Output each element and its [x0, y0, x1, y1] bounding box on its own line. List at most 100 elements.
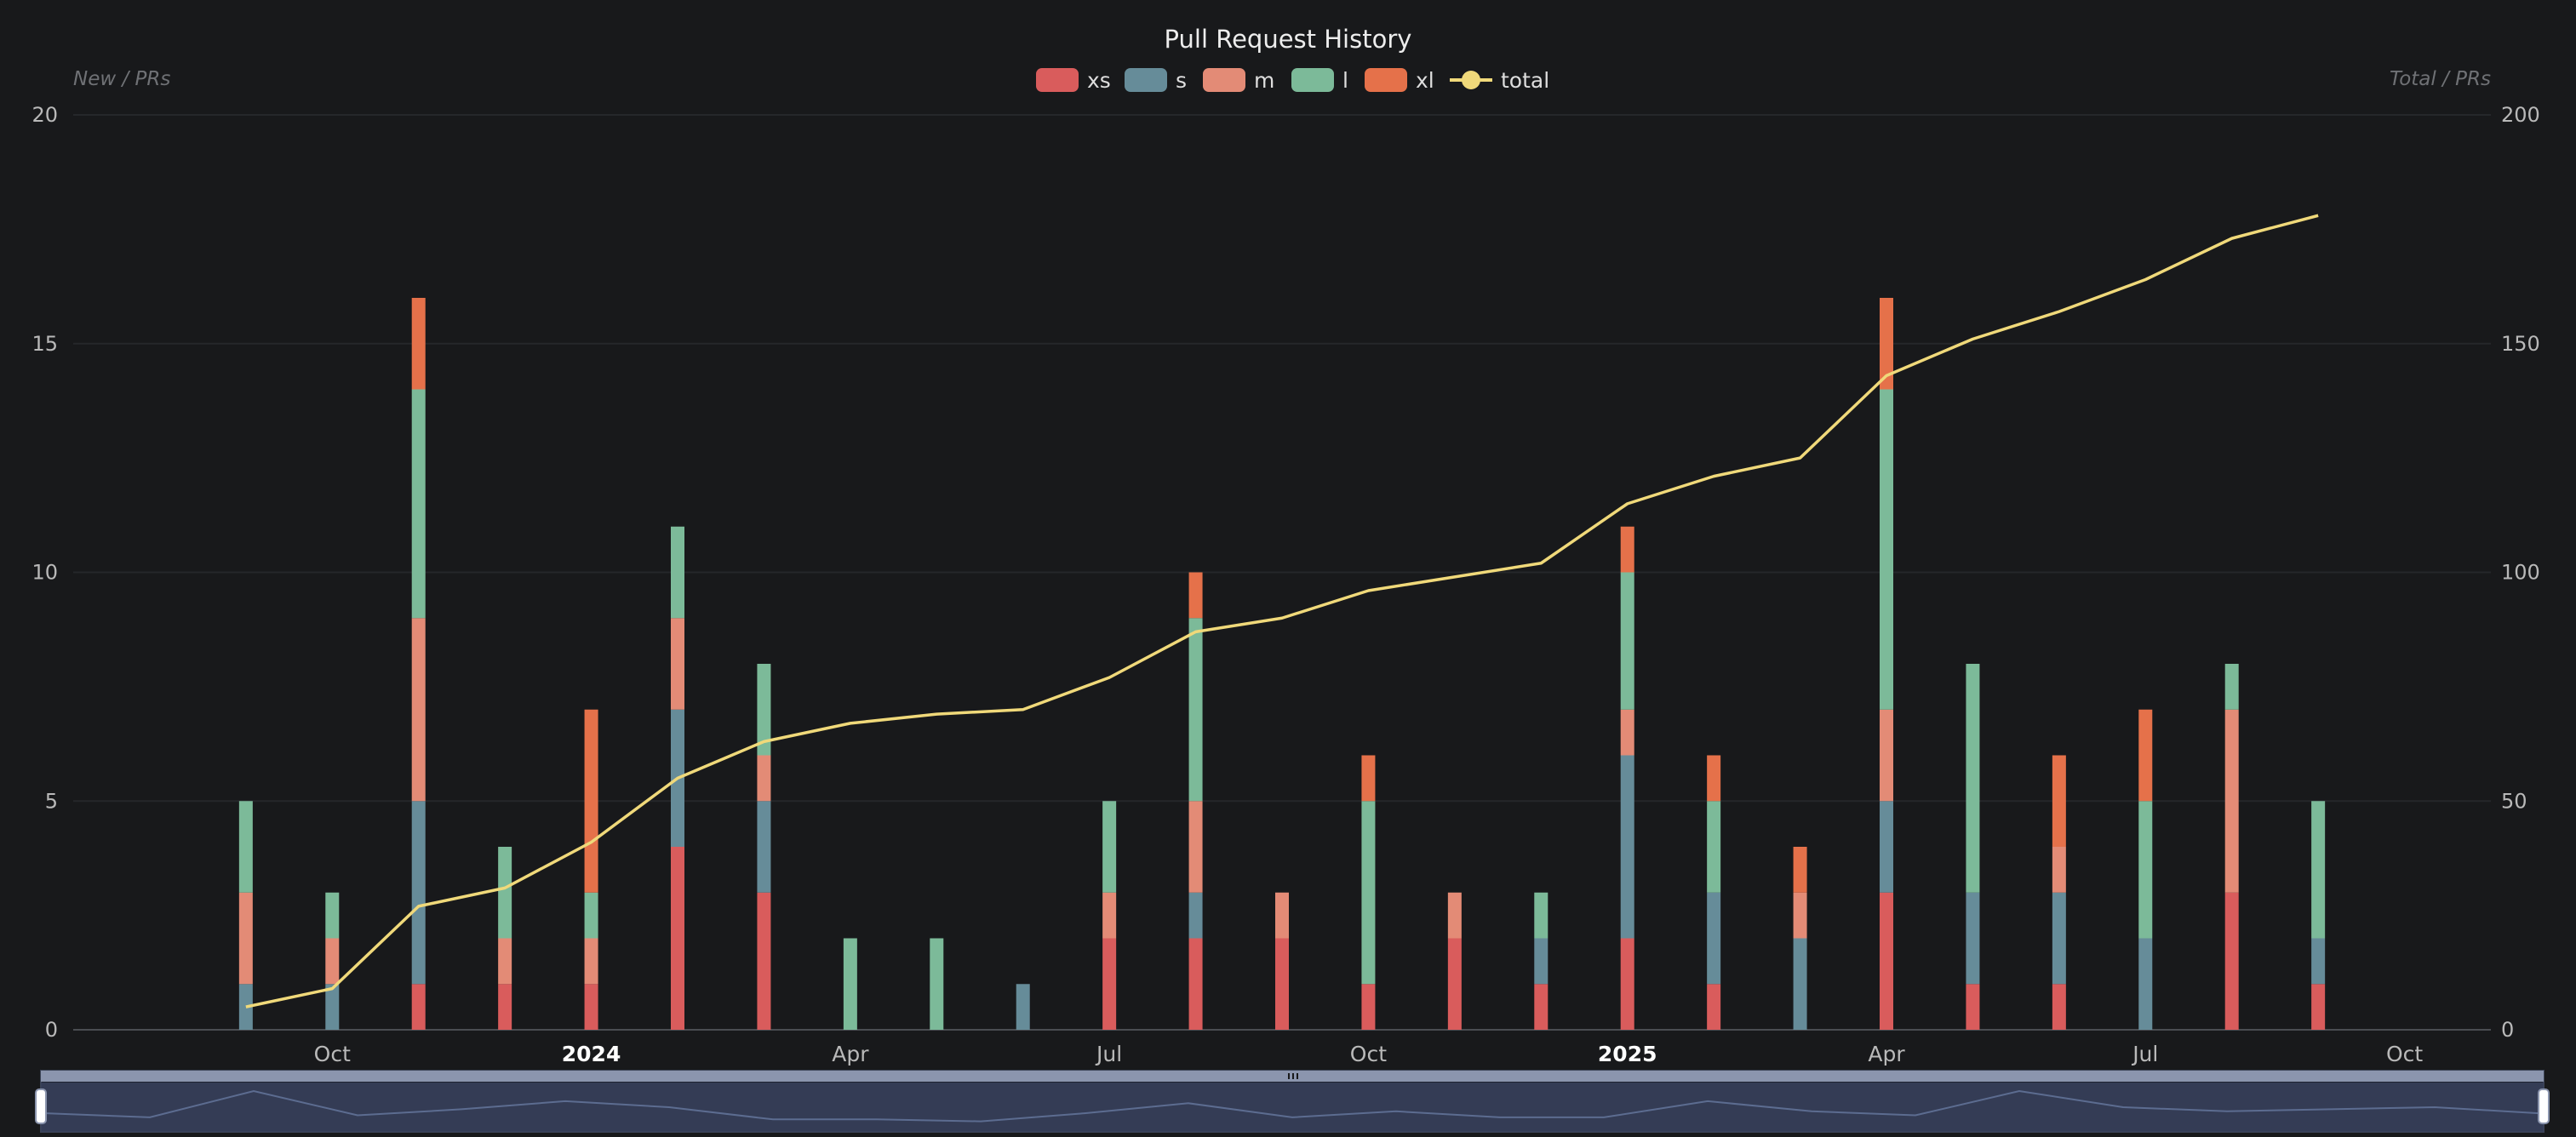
legend-item-s[interactable]: s: [1125, 68, 1187, 93]
bar-segment-s: [1880, 801, 1893, 893]
bar-segment-xl: [2138, 709, 2153, 802]
right-y-tick-label: 200: [2501, 103, 2540, 127]
bar-segment-l: [1707, 801, 1721, 893]
bar-segment-s: [411, 801, 426, 985]
bar-segment-xs: [2224, 892, 2239, 1030]
bar-segment-xl: [1707, 755, 1721, 802]
legend: xs s m l xl total: [1036, 68, 1549, 93]
right-y-tick-label: 0: [2501, 1018, 2514, 1042]
x-tick-label: Oct: [1350, 1042, 1387, 1066]
zoom-slider-selection[interactable]: [41, 1083, 2544, 1132]
zoom-slider-drag-grip-icon[interactable]: [1288, 1073, 1298, 1079]
right-y-tick-label: 100: [2501, 561, 2540, 585]
left-y-tick-label: 20: [31, 103, 58, 127]
bar-segment-l: [1534, 892, 1548, 939]
bar-segment-s: [757, 801, 771, 893]
right-y-tick-label: 150: [2501, 332, 2540, 356]
bar-segment-l: [1620, 572, 1634, 710]
bar-segment-l: [498, 847, 512, 939]
bar-segment-s: [1707, 892, 1721, 985]
bar-segment-s: [1966, 892, 1980, 985]
bar-segment-m: [1275, 892, 1289, 939]
legend-marker: [1462, 71, 1480, 89]
bar-segment-xs: [1188, 938, 1203, 1030]
bar-segment-xs: [1447, 938, 1462, 1030]
bar-segment-s: [1793, 938, 1807, 1030]
bar-segment-m: [671, 618, 684, 710]
bar-segment-m: [1880, 709, 1893, 802]
bar-segment-xs: [584, 984, 598, 1030]
zoom-handle-right[interactable]: [2538, 1088, 2550, 1124]
bar-segment-l: [757, 664, 771, 756]
bar-segment-l: [2138, 801, 2153, 939]
bar-segment-m: [584, 938, 598, 985]
bar-segment-m: [498, 938, 512, 985]
x-tick-label: Oct: [2386, 1042, 2423, 1066]
legend-label: total: [1501, 68, 1549, 93]
zoom-handle-left[interactable]: [35, 1088, 47, 1124]
bar-segment-l: [584, 892, 598, 939]
total-line-series: [245, 214, 2319, 1008]
bar-segment-xs: [1880, 892, 1893, 1030]
bar-segment-m: [411, 618, 426, 802]
legend-label: l: [1342, 68, 1348, 93]
legend-swatch: [1203, 68, 1245, 92]
bar-segment-s: [2311, 938, 2326, 985]
bar-segment-xs: [1707, 984, 1721, 1030]
bar-segment-xs: [2052, 984, 2066, 1030]
bar-segment-xs: [1620, 938, 1634, 1030]
legend-label: xl: [1416, 68, 1434, 93]
bar-segment-l: [1188, 618, 1203, 802]
legend-item-m[interactable]: m: [1203, 68, 1274, 93]
legend-item-xl[interactable]: xl: [1365, 68, 1434, 93]
bar-segment-s: [1016, 984, 1030, 1030]
bar-segment-xl: [1361, 755, 1376, 802]
bar-segment-xl: [1620, 526, 1634, 573]
bar-segment-l: [2224, 664, 2239, 710]
left-y-tick-label: 0: [45, 1018, 58, 1042]
bar-segment-s: [2052, 892, 2066, 985]
bar-segment-l: [238, 801, 253, 893]
bar-segment-s: [325, 984, 340, 1030]
bar-segment-m: [2052, 847, 2066, 893]
left-axis-title: New / PRs: [73, 68, 170, 90]
bar-segment-l: [843, 938, 857, 1030]
bar-segment-xs: [498, 984, 512, 1030]
bar-segment-xl: [1188, 572, 1203, 619]
bar-segment-m: [1620, 709, 1634, 756]
bar-segment-l: [1880, 389, 1893, 710]
legend-item-l[interactable]: l: [1291, 68, 1348, 93]
bar-segment-xs: [411, 984, 426, 1030]
bar-segment-xs: [671, 847, 684, 1030]
bar-segment-xs: [1534, 984, 1548, 1030]
left-y-tick-label: 10: [31, 561, 58, 585]
bar-segment-m: [238, 892, 253, 985]
x-tick-label: Apr: [1868, 1042, 1905, 1066]
bar-segment-xs: [757, 892, 771, 1030]
legend-swatch: [1125, 68, 1167, 92]
right-y-axis: 0 50 100 150 200: [2501, 103, 2540, 1042]
legend-item-xs[interactable]: xs: [1036, 68, 1111, 93]
zoom-slider[interactable]: [35, 1070, 2550, 1133]
chart-title: Pull Request History: [1165, 25, 1412, 54]
x-tick-label: Jul: [1095, 1042, 1122, 1066]
bar-segment-m: [1447, 892, 1462, 939]
bar-segment-s: [2138, 938, 2153, 1030]
bar-segment-xs: [1102, 938, 1117, 1030]
bar-segment-l: [1361, 801, 1376, 985]
stacked-bars: [238, 298, 2326, 1030]
bar-segment-xl: [1880, 298, 1893, 390]
legend-label: s: [1176, 68, 1187, 93]
legend-swatch: [1291, 68, 1334, 92]
legend-item-total[interactable]: total: [1450, 68, 1549, 93]
bar-segment-xl: [411, 298, 426, 390]
bar-segment-l: [671, 526, 684, 619]
bar-segment-xs: [1275, 938, 1289, 1030]
x-tick-label: Oct: [314, 1042, 351, 1066]
bar-segment-s: [1534, 938, 1548, 985]
bar-segment-xs: [1361, 984, 1376, 1030]
left-y-axis: 0 5 10 15 20: [31, 103, 58, 1042]
x-tick-label: Jul: [2131, 1042, 2158, 1066]
right-axis-title: Total / PRs: [2390, 68, 2491, 90]
